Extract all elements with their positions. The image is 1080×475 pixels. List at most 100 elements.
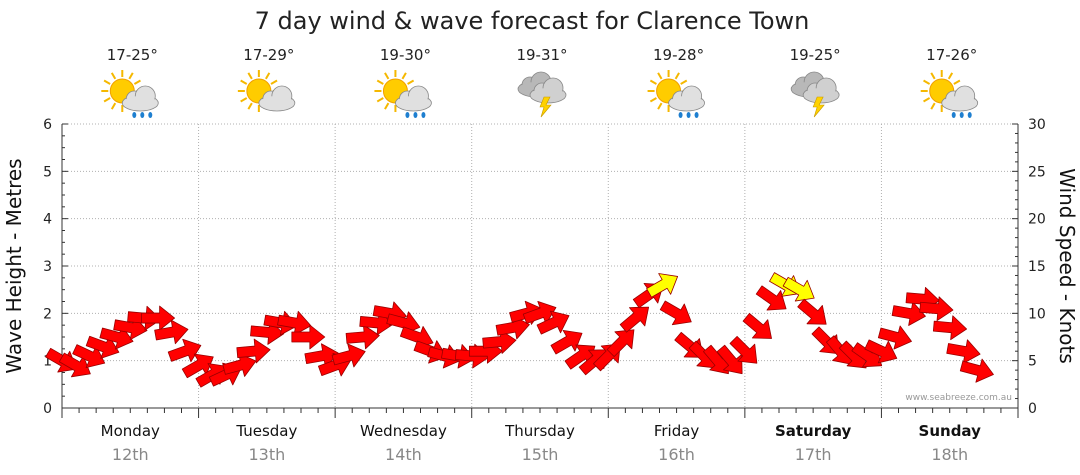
sun-ray [953, 79, 961, 85]
wind-arrow [550, 329, 583, 355]
sun-ray [930, 102, 936, 110]
cloud-fill [942, 96, 977, 110]
wind-arrow-shape [891, 301, 926, 326]
wind-arrow-shape [536, 310, 570, 335]
wind-arrow-shape [58, 352, 91, 378]
rain-drop [967, 112, 972, 118]
day-date-label: 15th [522, 445, 559, 464]
y-tick-label: 0 [43, 401, 52, 417]
wind-arrow [742, 313, 772, 339]
y-axis-label: Wave Height - Metres [2, 158, 26, 373]
lightning-bolt [812, 96, 825, 118]
storm-icon [790, 71, 840, 118]
wind-arrow-shape [919, 296, 954, 322]
cloud-fill [804, 88, 839, 102]
wind-arrow-shape [291, 324, 326, 350]
partly-cloudy-showers-icon [920, 70, 979, 118]
temperature-range: 19-31° [516, 46, 567, 64]
wind-arrow-shape [729, 335, 758, 364]
day-date-label: 16th [658, 445, 695, 464]
wind-arrow-shape [864, 339, 898, 364]
wind-arrow-shape [716, 344, 743, 375]
wind-arrow-shape [619, 306, 650, 333]
temperature-range: 19-25° [790, 46, 841, 64]
wind-arrow-shape [946, 339, 981, 364]
wind-arrow [291, 324, 326, 350]
wind-arrow [891, 301, 926, 326]
sun-ray [103, 97, 111, 103]
day-name-label: Wednesday [360, 422, 447, 440]
rain-drop [951, 112, 956, 118]
wind-speed-axis: 0 5 10 15 20 25 30 [1012, 117, 1046, 417]
partly-cloudy-icon [237, 70, 296, 112]
sun-ray [240, 97, 248, 103]
wind-arrow-shape [277, 310, 312, 336]
wind-arrow [536, 310, 570, 335]
wind-arrow-shape [331, 343, 366, 368]
wind-arrow-shape [564, 344, 596, 370]
cloud-fill [259, 96, 294, 110]
wind-arrow-shape [85, 335, 120, 359]
wind-arrow [755, 285, 787, 311]
wind-arrow-shape [482, 329, 517, 354]
y-tick-label: 1 [43, 354, 52, 370]
sun-ray [649, 79, 657, 85]
sun-ray [264, 72, 271, 80]
wind-arrow-shape [141, 305, 176, 331]
temperature-range: 17-29° [243, 46, 294, 64]
wind-arrow [141, 305, 176, 331]
cloud-fill [669, 96, 704, 110]
sun-ray [649, 97, 657, 103]
wind-arrow [277, 310, 312, 336]
rain-drop [678, 112, 683, 118]
day-name-label: Sunday [919, 422, 982, 440]
wind-arrow [659, 300, 692, 326]
wind-arrow-shape [932, 315, 968, 341]
rain-drop [148, 112, 153, 118]
sun-ray [930, 72, 936, 80]
day-name-label: Tuesday [235, 422, 297, 440]
y2-tick-label: 30 [1028, 117, 1046, 133]
wind-arrow-shape [167, 338, 202, 363]
wind-arrow-shape [304, 343, 339, 368]
sun-ray [657, 72, 663, 80]
wind-arrow [236, 338, 271, 364]
rain-drop [413, 112, 418, 118]
y-tick-label: 3 [43, 259, 52, 275]
wind-arrow [932, 315, 968, 341]
sun-ray [128, 72, 134, 80]
wind-arrow [919, 296, 954, 322]
sun-ray [110, 102, 117, 110]
wind-arrow-shape [755, 285, 787, 311]
wind-arrow [646, 273, 679, 298]
sun-ray [384, 102, 390, 110]
rain-drop [694, 112, 699, 118]
y2-tick-label: 15 [1028, 259, 1046, 275]
day-name-label: Friday [654, 422, 700, 440]
sun-ray [384, 72, 390, 80]
sun-ray [401, 72, 407, 80]
sun-ray [923, 79, 931, 85]
wind-arrow [154, 319, 189, 345]
lightning-bolt [539, 96, 552, 118]
wind-arrow-shape [154, 319, 189, 345]
day-name-label: Thursday [504, 422, 575, 440]
temperature-range: 17-25° [107, 46, 158, 64]
y-tick-label: 2 [43, 306, 52, 322]
y2-tick-label: 0 [1028, 401, 1037, 417]
sun-ray [407, 79, 415, 85]
y2-tick-label: 20 [1028, 212, 1046, 228]
wind-arrow [864, 339, 898, 364]
sun-ray [376, 79, 384, 85]
day-date-label: 12th [112, 445, 149, 464]
wind-arrow-shape [345, 324, 380, 350]
day-name-label: Monday [101, 422, 160, 440]
y-tick-label: 5 [43, 164, 52, 180]
sun-ray [133, 79, 141, 85]
day-name-label: Saturday [775, 422, 852, 440]
partly-cloudy-showers-icon [374, 70, 432, 118]
sun-ray [247, 102, 253, 110]
sun-ray [110, 72, 117, 80]
wind-arrow [797, 298, 827, 325]
y2-tick-label: 5 [1028, 354, 1037, 370]
